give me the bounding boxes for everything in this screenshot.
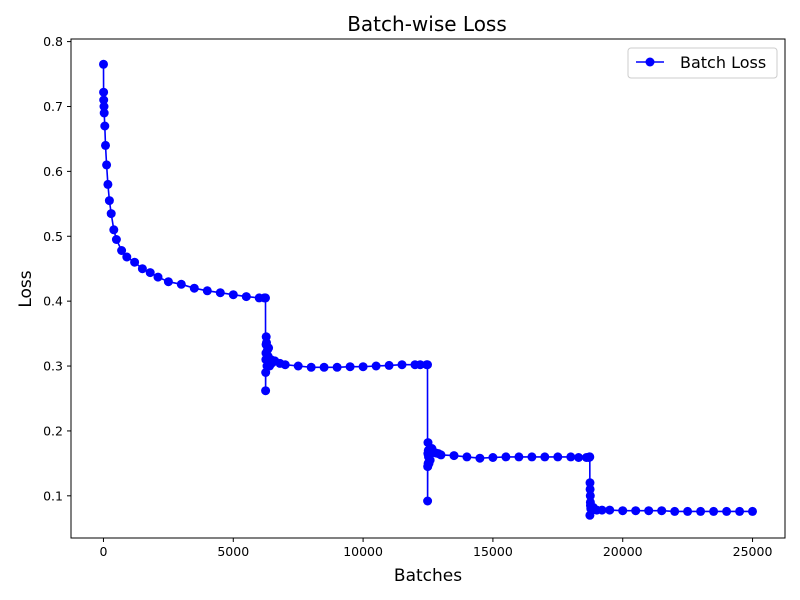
data-point bbox=[585, 478, 595, 488]
data-point bbox=[109, 225, 119, 235]
y-tick-label: 0.6 bbox=[43, 164, 63, 179]
data-point bbox=[261, 386, 271, 396]
data-point bbox=[99, 95, 109, 105]
data-point bbox=[585, 452, 595, 462]
legend-box bbox=[627, 47, 778, 79]
data-point bbox=[104, 196, 114, 206]
data-point bbox=[371, 361, 381, 371]
data-point bbox=[566, 452, 576, 462]
data-point bbox=[163, 277, 173, 287]
x-tick-label: 5000 bbox=[217, 544, 249, 559]
y-tick-label: 0.5 bbox=[43, 229, 63, 244]
data-point bbox=[106, 209, 116, 219]
data-point bbox=[514, 452, 524, 462]
data-point bbox=[358, 362, 368, 372]
data-point bbox=[153, 272, 163, 282]
data-point bbox=[462, 452, 472, 462]
x-axis-label: Batches bbox=[394, 566, 462, 586]
data-point bbox=[597, 505, 607, 515]
y-tick-label: 0.4 bbox=[43, 294, 63, 309]
data-point bbox=[527, 452, 537, 462]
data-point bbox=[111, 235, 121, 244]
data-point bbox=[293, 361, 303, 371]
legend: Batch Loss bbox=[627, 47, 778, 79]
data-point bbox=[540, 452, 550, 462]
data-point bbox=[99, 102, 109, 111]
data-point bbox=[585, 484, 595, 494]
data-point bbox=[101, 140, 110, 150]
data-point bbox=[122, 252, 132, 262]
data-point bbox=[618, 506, 628, 516]
data-point bbox=[553, 452, 563, 462]
x-tick-label: 25000 bbox=[733, 544, 773, 559]
y-tick-label: 0.3 bbox=[43, 359, 63, 374]
x-tick-label: 15000 bbox=[473, 544, 513, 559]
data-point bbox=[137, 264, 147, 274]
data-point bbox=[423, 496, 433, 506]
x-axis: 0 5000 10000 15000 20000 25000 bbox=[99, 538, 772, 559]
data-point bbox=[99, 59, 108, 69]
data-point bbox=[696, 506, 706, 516]
data-point bbox=[644, 506, 654, 516]
data-point bbox=[345, 362, 355, 372]
data-point bbox=[683, 506, 693, 516]
data-point bbox=[423, 360, 432, 370]
y-tick-label: 0.1 bbox=[43, 488, 63, 503]
data-point bbox=[202, 286, 212, 296]
data-point bbox=[189, 283, 199, 293]
data-point bbox=[488, 453, 498, 462]
data-point bbox=[605, 505, 615, 515]
chart-title: Batch-wise Loss bbox=[347, 12, 507, 36]
data-point bbox=[436, 450, 446, 460]
data-point bbox=[103, 179, 113, 189]
data-point bbox=[425, 455, 435, 465]
data-point bbox=[735, 506, 745, 516]
data-point bbox=[332, 362, 342, 372]
data-point bbox=[99, 87, 109, 97]
data-point bbox=[475, 453, 485, 463]
data-point bbox=[631, 506, 641, 516]
data-point bbox=[117, 246, 127, 255]
y-axis-label: Loss bbox=[16, 270, 36, 307]
data-point bbox=[585, 491, 595, 501]
series-layer bbox=[99, 59, 757, 520]
data-point bbox=[241, 292, 251, 302]
data-point bbox=[397, 360, 407, 370]
y-axis: 0.1 0.2 0.3 0.4 0.5 0.6 0.7 0.8 bbox=[43, 34, 71, 503]
data-point bbox=[306, 362, 316, 372]
y-tick-label: 0.2 bbox=[43, 423, 63, 438]
data-point bbox=[415, 360, 425, 370]
data-point bbox=[145, 268, 155, 278]
y-tick-label: 0.7 bbox=[43, 99, 63, 114]
data-point bbox=[670, 506, 680, 516]
data-point bbox=[722, 506, 732, 516]
data-point bbox=[319, 362, 329, 372]
data-point bbox=[384, 360, 394, 370]
y-tick-label: 0.8 bbox=[43, 34, 63, 49]
data-point bbox=[102, 160, 112, 170]
x-tick-label: 20000 bbox=[603, 544, 643, 559]
plot-frame bbox=[70, 38, 786, 539]
data-point bbox=[130, 257, 140, 267]
data-point bbox=[501, 452, 511, 462]
data-point bbox=[574, 453, 584, 462]
data-point bbox=[657, 506, 667, 516]
data-point bbox=[449, 451, 459, 461]
legend-marker-swatch bbox=[645, 57, 655, 67]
legend-label: Batch Loss bbox=[680, 53, 766, 72]
x-tick-label: 10000 bbox=[343, 544, 383, 559]
data-point bbox=[99, 108, 109, 118]
data-point bbox=[748, 506, 757, 516]
data-point bbox=[176, 279, 186, 289]
data-point bbox=[709, 506, 719, 516]
data-point bbox=[100, 121, 110, 131]
x-tick-label: 0 bbox=[99, 544, 107, 559]
data-point bbox=[228, 290, 238, 300]
data-point bbox=[261, 293, 270, 303]
data-point bbox=[264, 343, 274, 353]
data-point bbox=[215, 288, 225, 298]
data-point bbox=[280, 360, 290, 370]
